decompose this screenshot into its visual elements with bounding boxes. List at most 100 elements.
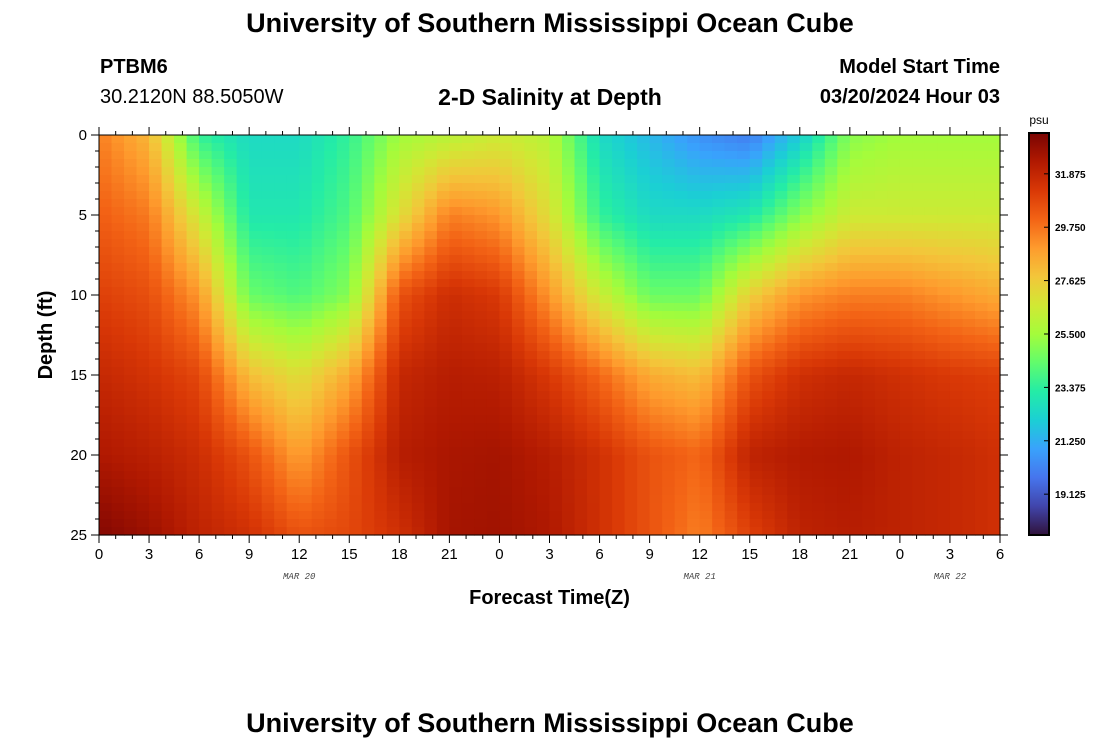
- heatmap-cell: [924, 343, 939, 352]
- heatmap-cell: [574, 415, 588, 424]
- heatmap-cell: [612, 359, 626, 368]
- heatmap-cell: [987, 519, 1001, 528]
- heatmap-cell: [274, 399, 288, 408]
- heatmap-cell: [737, 247, 751, 256]
- heatmap-cell: [687, 391, 701, 400]
- heatmap-cell: [749, 287, 763, 296]
- heatmap-cell: [749, 191, 763, 200]
- heatmap-cell: [324, 335, 338, 344]
- heatmap-cell: [324, 359, 338, 368]
- heatmap-cell: [249, 303, 263, 312]
- heatmap-cell: [849, 223, 863, 232]
- heatmap-cell: [436, 407, 450, 416]
- heatmap-cell: [699, 495, 713, 504]
- heatmap-cell: [799, 279, 813, 288]
- heatmap-cell: [987, 175, 1001, 184]
- heatmap-cell: [374, 151, 388, 160]
- heatmap-cell: [411, 343, 425, 352]
- heatmap-cell: [599, 191, 613, 200]
- heatmap-cell: [899, 231, 913, 240]
- heatmap-cell: [299, 311, 313, 320]
- heatmap-cell: [837, 431, 851, 440]
- heatmap-cell: [799, 303, 813, 312]
- heatmap-cell: [749, 519, 763, 528]
- heatmap-cell: [261, 495, 275, 504]
- heatmap-cell: [149, 479, 163, 488]
- heatmap-cell: [612, 447, 626, 456]
- heatmap-cell: [361, 399, 375, 408]
- heatmap-cell: [161, 239, 175, 248]
- heatmap-cell: [974, 143, 989, 152]
- heatmap-cell: [862, 183, 876, 192]
- heatmap-cell: [737, 343, 751, 352]
- heatmap-cell: [987, 471, 1001, 480]
- heatmap-cell: [411, 335, 425, 344]
- heatmap-cell: [111, 463, 125, 472]
- heatmap-cell: [599, 151, 613, 160]
- heatmap-cell: [211, 519, 225, 528]
- heatmap-cell: [299, 207, 313, 216]
- heatmap-cell: [261, 487, 275, 496]
- heatmap-cell: [887, 287, 901, 296]
- heatmap-cell: [862, 471, 876, 480]
- heatmap-cell: [349, 159, 363, 168]
- heatmap-cell: [849, 455, 863, 464]
- heatmap-cell: [812, 367, 826, 376]
- heatmap-cell: [587, 471, 601, 480]
- heatmap-cell: [987, 255, 1001, 264]
- heatmap-cell: [299, 519, 313, 528]
- heatmap-cell: [436, 455, 450, 464]
- heatmap-cell: [737, 311, 751, 320]
- heatmap-cell: [887, 479, 901, 488]
- heatmap-cell: [99, 167, 113, 176]
- heatmap-cell: [799, 223, 813, 232]
- heatmap-cell: [724, 215, 738, 224]
- heatmap-cell: [962, 351, 976, 360]
- heatmap-cell: [887, 447, 901, 456]
- heatmap-cell: [261, 167, 275, 176]
- heatmap-cell: [862, 199, 876, 208]
- heatmap-cell: [949, 527, 964, 536]
- heatmap-cell: [499, 391, 513, 400]
- heatmap-cell: [511, 143, 526, 152]
- heatmap-cell: [474, 415, 488, 424]
- heatmap-cell: [361, 503, 375, 512]
- heatmap-cell: [624, 215, 638, 224]
- heatmap-cell: [724, 231, 738, 240]
- heatmap-cell: [974, 223, 989, 232]
- heatmap-cell: [724, 463, 738, 472]
- heatmap-cell: [899, 367, 913, 376]
- heatmap-cell: [799, 439, 813, 448]
- heatmap-cell: [774, 191, 788, 200]
- heatmap-cell: [574, 183, 588, 192]
- heatmap-cell: [211, 391, 225, 400]
- heatmap-cell: [724, 511, 738, 520]
- heatmap-cell: [874, 431, 888, 440]
- heatmap-cell: [724, 287, 738, 296]
- heatmap-cell: [824, 199, 838, 208]
- heatmap-cell: [549, 439, 563, 448]
- heatmap-cell: [524, 151, 538, 160]
- heatmap-cell: [274, 239, 288, 248]
- heatmap-cell: [436, 191, 450, 200]
- heatmap-cell: [562, 143, 576, 152]
- heatmap-cell: [149, 183, 163, 192]
- heatmap-cell: [887, 359, 901, 368]
- heatmap-cell: [612, 143, 626, 152]
- heatmap-cell: [599, 511, 613, 520]
- heatmap-cell: [937, 519, 951, 528]
- heatmap-cell: [536, 247, 551, 256]
- heatmap-cell: [99, 215, 113, 224]
- heatmap-cell: [987, 455, 1001, 464]
- heatmap-cell: [249, 343, 263, 352]
- heatmap-cell: [749, 447, 763, 456]
- heatmap-cell: [386, 199, 400, 208]
- heatmap-cell: [574, 255, 588, 264]
- heatmap-cell: [612, 223, 626, 232]
- heatmap-cell: [599, 367, 613, 376]
- heatmap-cell: [536, 415, 551, 424]
- heatmap-cell: [887, 431, 901, 440]
- heatmap-cell: [712, 407, 726, 416]
- heatmap-cell: [311, 391, 325, 400]
- heatmap-cell: [161, 295, 175, 304]
